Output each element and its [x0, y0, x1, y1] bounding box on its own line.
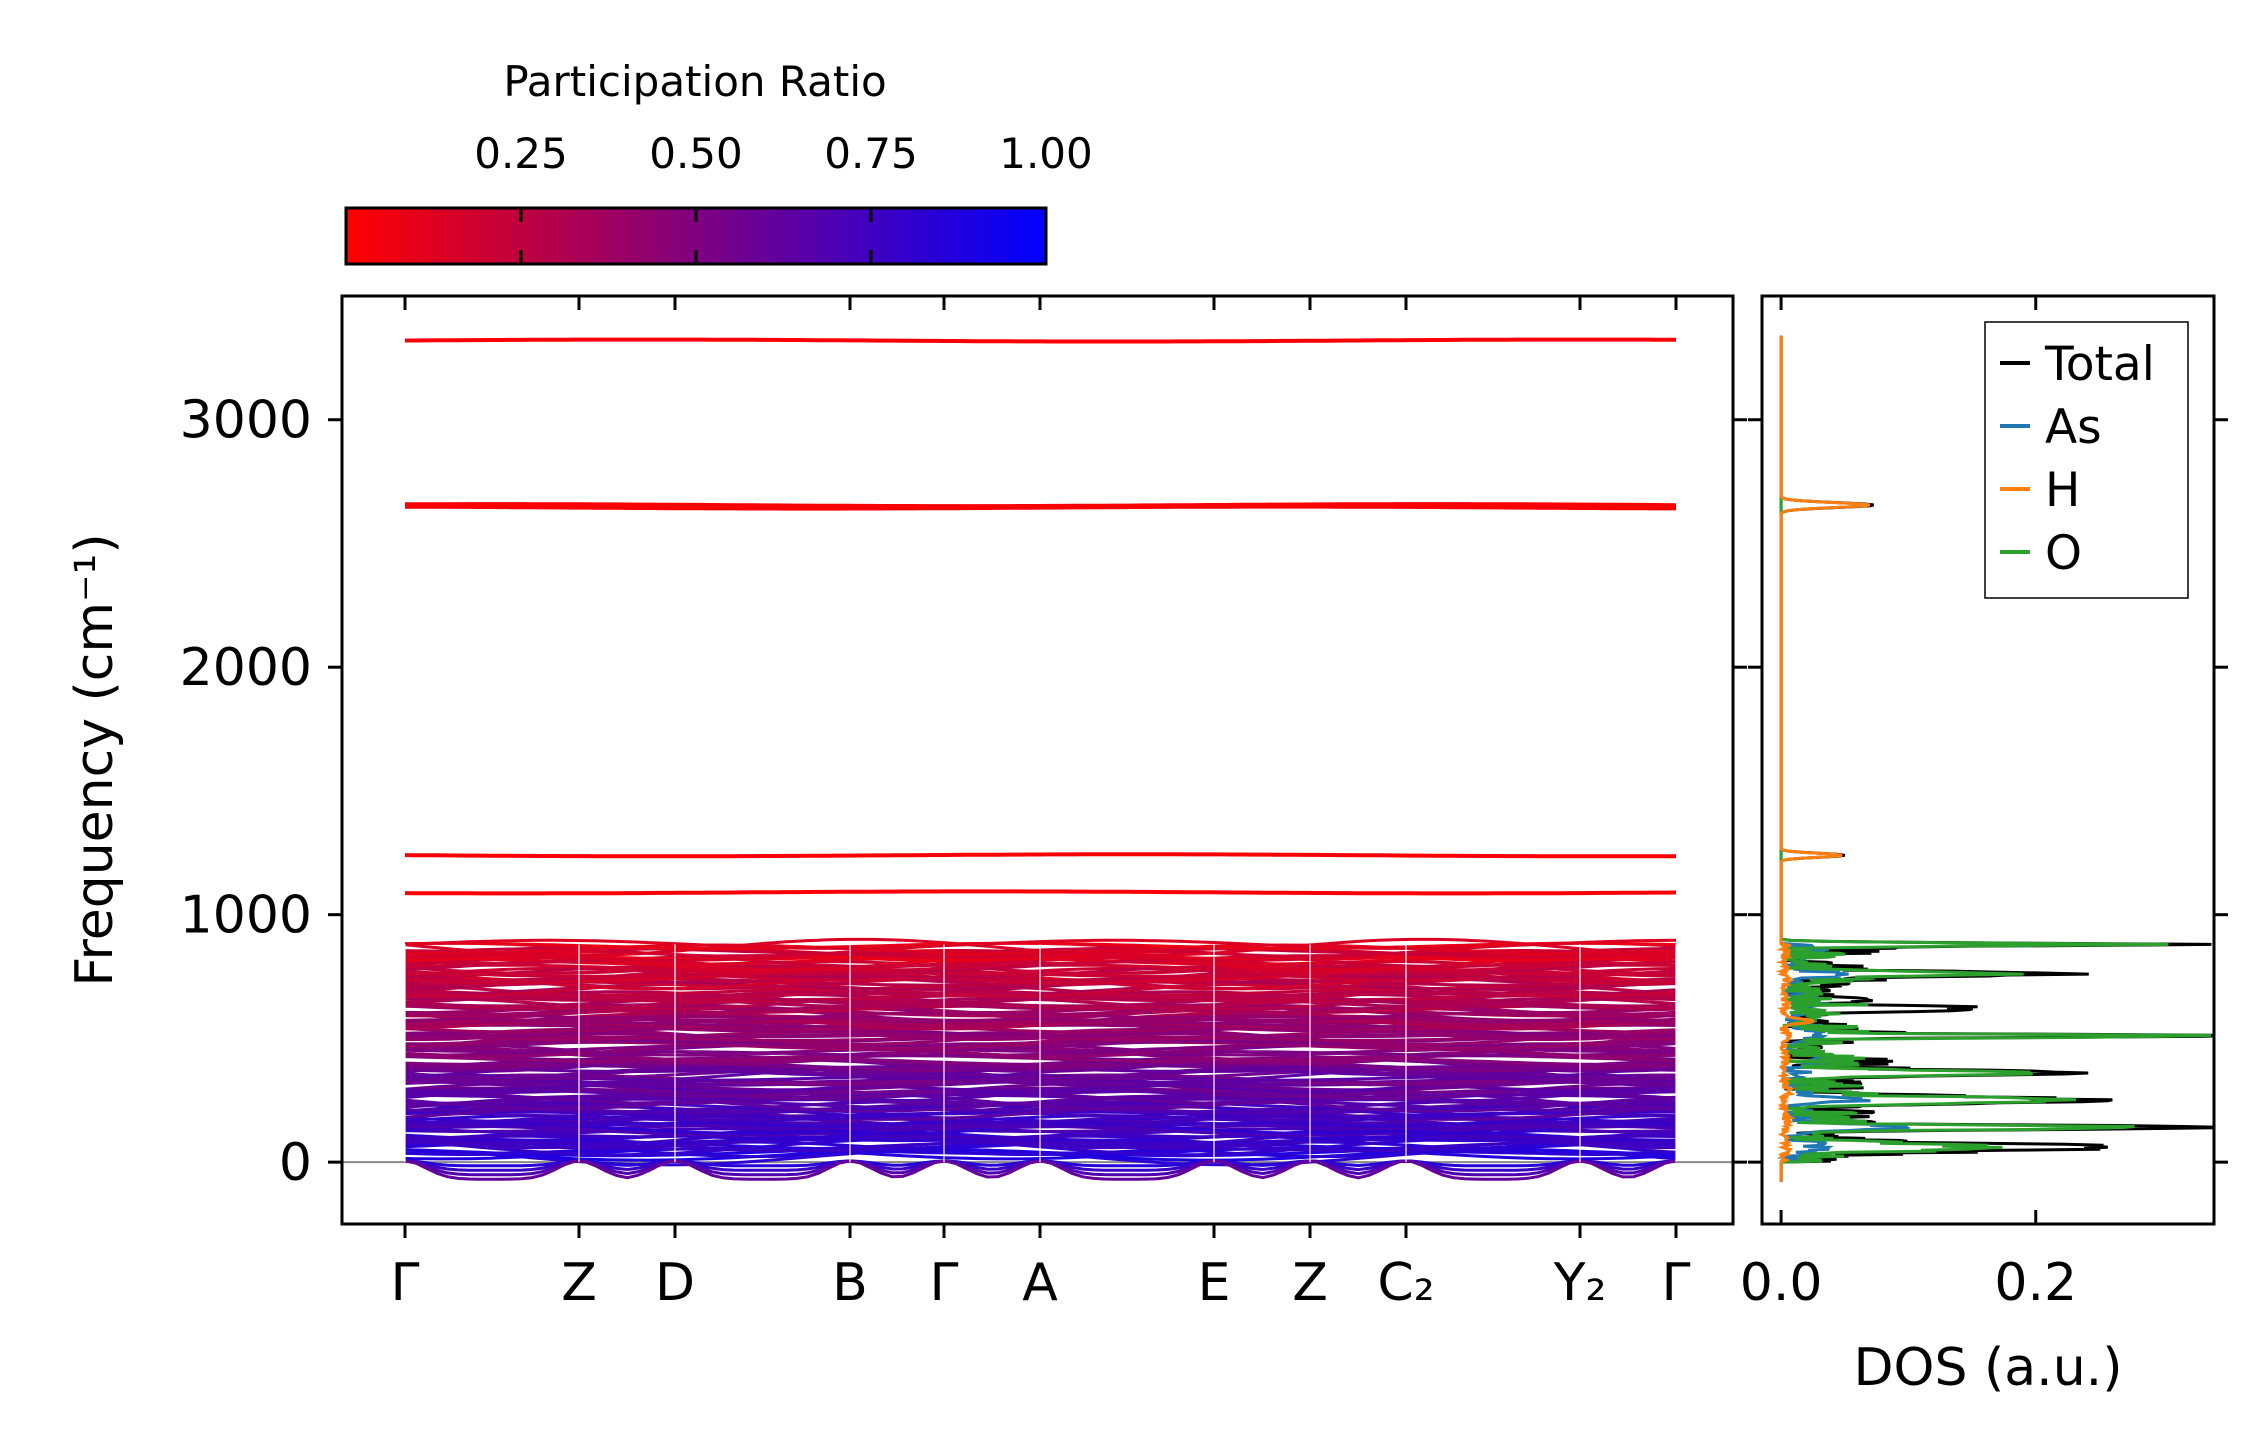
dos-h-line [1775, 335, 1871, 1182]
legend-label-as: As [2045, 400, 2102, 455]
y-tick-label: 0 [279, 1133, 312, 1193]
y-tick-label: 3000 [180, 391, 312, 451]
phonon-band [404, 938, 1677, 950]
dos-x-tick-label: 0.0 [1740, 1253, 1823, 1313]
dos-panel: 0.0 0.2 DOS (a.u.) Total As HO [1740, 294, 2228, 1398]
colorbar-tick-label: 0.25 [474, 129, 568, 178]
band-plot-frame [340, 294, 1735, 1226]
phonon-band [404, 941, 1677, 950]
x-tick-label: Z [1292, 1253, 1328, 1313]
dos-plot-frame [1760, 294, 2216, 1226]
y-axis-label: Frequency (cm⁻¹) [65, 533, 125, 986]
x-tick-label: C₂ [1377, 1253, 1434, 1313]
x-tick-label: Γ [391, 1253, 420, 1313]
y-tick-label: 2000 [180, 638, 312, 698]
legend-label-o: O [2045, 526, 2082, 581]
colorbar-tick-label: 1.00 [999, 129, 1093, 178]
legend: Total As HO [1984, 321, 2189, 599]
x-tick-label: Y₂ [1553, 1253, 1607, 1313]
dos-x-axis-label: DOS (a.u.) [1854, 1338, 2123, 1398]
x-tick-label: E [1198, 1253, 1231, 1313]
x-tick-label: A [1022, 1253, 1058, 1313]
colorbar-tick-label: 0.50 [649, 129, 743, 178]
x-tick-label: B [832, 1253, 868, 1313]
colorbar-tick-label: 0.75 [824, 129, 918, 178]
phonon-band [405, 504, 1676, 511]
x-tick-label: Γ [1662, 1253, 1691, 1313]
colorbar-title: Participation Ratio [503, 57, 886, 106]
phonon-band [405, 337, 1676, 344]
y-tick-label: 1000 [180, 886, 312, 946]
dos-x-tick-label: 0.2 [1994, 1253, 2077, 1313]
phonon-band [404, 889, 1677, 896]
colorbar: Participation Ratio 0.25 0.50 0.75 1.00 [344, 57, 1093, 266]
legend-label-total: Total [2044, 337, 2155, 392]
phonon-band [404, 852, 1676, 859]
x-tick-label: D [655, 1253, 695, 1313]
x-tick-label: Z [561, 1253, 597, 1313]
x-tick-label: Γ [930, 1253, 959, 1313]
legend-label-h: H [2045, 463, 2080, 518]
